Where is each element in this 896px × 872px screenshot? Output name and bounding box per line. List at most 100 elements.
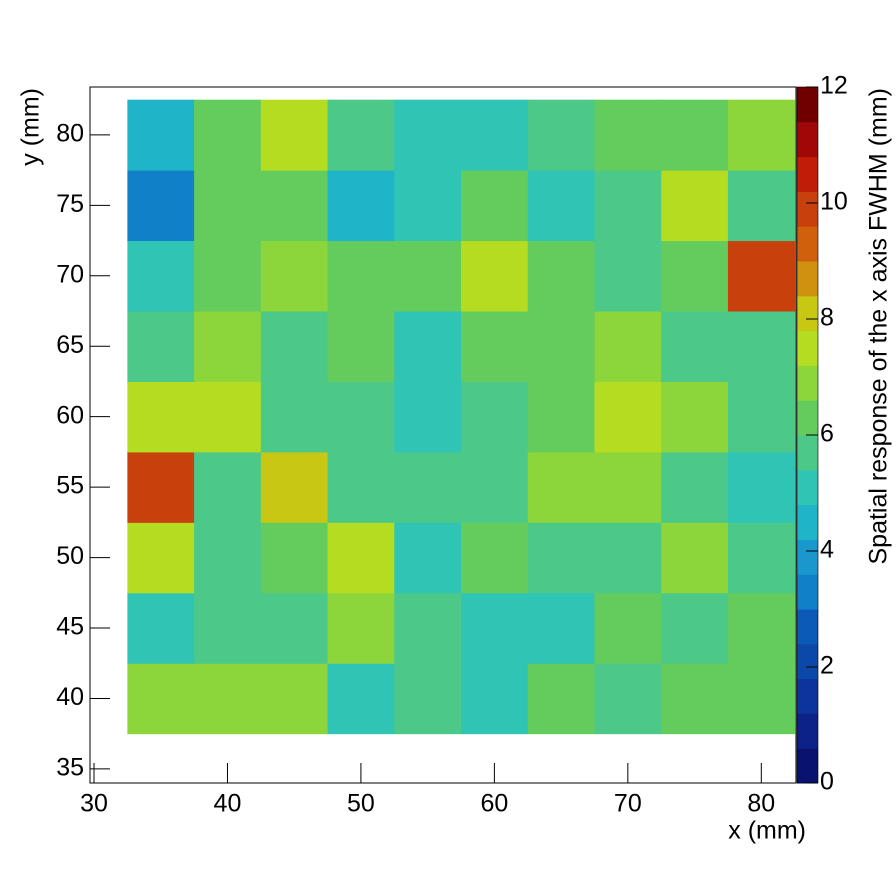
heatmap-cell [461, 451, 529, 523]
heatmap-cell [327, 592, 395, 664]
heatmap-cell [127, 522, 195, 594]
heatmap-cell [394, 522, 462, 594]
heatmap-cell [727, 663, 796, 735]
heatmap-cell [594, 311, 662, 382]
heatmap-cell [527, 381, 595, 453]
colorbar-band [797, 574, 818, 610]
heatmap-cell [327, 99, 395, 171]
y-tick-label: 55 [56, 472, 84, 500]
heatmap-cell [127, 240, 195, 312]
heatmap-cell [194, 99, 262, 171]
heatmap-cell [594, 451, 662, 523]
heatmap-cell [594, 522, 662, 594]
colorbar-band [797, 365, 818, 401]
colorbar-band [797, 643, 818, 680]
x-tick-label: 30 [80, 790, 108, 818]
heatmap-cell [594, 170, 662, 242]
heatmap-cell [594, 240, 662, 312]
heatmap-cell [194, 663, 262, 735]
y-tick-label: 40 [56, 683, 84, 711]
colorbar-tick-label: 12 [820, 72, 848, 100]
colorbar-tick-label: 0 [820, 768, 834, 796]
heatmap-cell [327, 240, 395, 312]
heatmap-cell [727, 240, 796, 312]
colorbar-band [797, 504, 818, 540]
heatmap-cell [127, 663, 195, 735]
y-axis-label: y (mm) [17, 88, 45, 166]
colorbar-band [797, 748, 818, 784]
colorbar-label: Spatial response of the x axis FWHM (mm) [865, 88, 893, 565]
heatmap-cell [461, 522, 529, 594]
y-tick-label: 70 [56, 260, 84, 288]
heatmap-cell [461, 99, 529, 171]
heatmap-cell [527, 451, 595, 523]
heatmap-cell [127, 592, 195, 664]
heatmap-cell [327, 170, 395, 242]
heatmap-cell [194, 522, 262, 594]
heatmap-cell [661, 592, 729, 664]
heatmap-cell [527, 240, 595, 312]
heatmap-cell [527, 170, 595, 242]
colorbar-tick-label: 6 [820, 420, 834, 448]
heatmap-cell [461, 592, 529, 664]
y-tick-label: 65 [56, 331, 84, 359]
heatmap-cell [394, 240, 462, 312]
y-tick-label: 80 [56, 120, 84, 148]
heatmap-cell [661, 240, 729, 312]
x-tick-label: 80 [747, 790, 775, 818]
y-tick-label: 35 [56, 754, 84, 782]
heatmap-cell [260, 451, 329, 523]
heatmap-cell [727, 311, 796, 382]
x-tick-label: 60 [480, 790, 508, 818]
colorbar-band [797, 295, 818, 332]
heatmap-cell [260, 381, 329, 453]
heatmap-cell [594, 592, 662, 664]
colorbar-band [797, 330, 818, 366]
heatmap-cell [727, 170, 796, 242]
heatmap-cell [661, 99, 729, 171]
heatmap-cell [461, 311, 529, 382]
heatmap-cell [727, 522, 796, 594]
heatmap-cell [727, 592, 796, 664]
y-tick-label: 60 [56, 401, 84, 429]
heatmap-cell [327, 522, 395, 594]
heatmap-cell [461, 381, 529, 453]
colorbar-band [797, 191, 818, 227]
x-tick-label: 70 [614, 790, 642, 818]
heatmap-cell [394, 592, 462, 664]
colorbar-band [797, 713, 818, 749]
heatmap-cell [260, 663, 329, 735]
heatmap-cell [327, 451, 395, 523]
heatmap-cell [527, 522, 595, 594]
heatmap-cell [194, 311, 262, 382]
heatmap-cell [194, 451, 262, 523]
x-tick-label: 50 [347, 790, 375, 818]
heatmap-cell [394, 99, 462, 171]
colorbar-tick-label: 4 [820, 536, 834, 564]
heatmap-cell [394, 451, 462, 523]
heatmap-cell [661, 381, 729, 453]
heatmap-cell [260, 170, 329, 242]
heatmap-cell [527, 592, 595, 664]
colorbar-band [797, 435, 818, 471]
colorbar-band [797, 678, 818, 714]
heatmap-cell [661, 451, 729, 523]
heatmap-cell [527, 99, 595, 171]
heatmap-cell [594, 663, 662, 735]
heatmap-cell [327, 663, 395, 735]
x-tick-label: 40 [214, 790, 242, 818]
heatmap-cell [127, 311, 195, 382]
heatmap-cell [194, 170, 262, 242]
heatmap-cell [394, 663, 462, 735]
colorbar-band [797, 121, 818, 158]
plot-frame [89, 86, 797, 784]
heatmap-cell [394, 311, 462, 382]
heatmap-cell [194, 592, 262, 664]
heatmap-cell [594, 99, 662, 171]
heatmap-cell [260, 99, 329, 171]
heatmap-cell [260, 522, 329, 594]
heatmap-cell [661, 522, 729, 594]
heatmap-cell [394, 381, 462, 453]
heatmap-cell [661, 663, 729, 735]
